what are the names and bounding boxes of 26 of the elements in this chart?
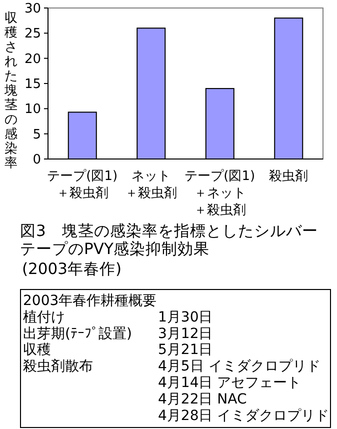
text: 4月5日 イミダクロプリド xyxy=(158,358,320,375)
text: 殺虫剤散布 xyxy=(23,358,93,375)
text: 図3 塊茎の感染率を指標としたシルバーテープのPVY感染抑制効果 xyxy=(20,222,319,258)
y-tick-label: 30 xyxy=(24,2,41,16)
x-tick-label: テープ(図1)＋ネット＋殺虫剤 xyxy=(184,169,256,218)
text: 3月12日 xyxy=(158,326,213,342)
text: 2003年春作耕種概要 xyxy=(23,293,157,309)
y-tick-label: 5 xyxy=(32,127,41,142)
text: 4月28日 イミダクロプリド xyxy=(158,408,330,424)
y-tick-label: 0 xyxy=(32,152,41,168)
text: 収穫 xyxy=(23,342,51,358)
x-tick-label: 殺虫剤 xyxy=(269,169,308,184)
y-tick-label: 20 xyxy=(24,52,41,67)
text: 出芽期(ﾃｰﾌﾟ設置) xyxy=(23,326,132,342)
x-tick-label: ネット＋殺虫剤 xyxy=(125,169,178,201)
y-tick-label: 25 xyxy=(24,26,41,42)
text: 4月14日 アセフェート xyxy=(158,375,302,391)
y-tick-label: 10 xyxy=(24,102,41,118)
text: 5月21日 xyxy=(158,342,213,358)
y-tick-label: 15 xyxy=(24,77,41,92)
text: 植付け xyxy=(23,309,65,326)
x-tick-label: テープ(図1)＋殺虫剤 xyxy=(47,169,118,201)
text: 収穫された塊茎の感染率 xyxy=(4,11,18,171)
text: (2003年春作) xyxy=(22,260,122,278)
text: 4月22日 NAC xyxy=(158,391,247,408)
text: 1月30日 xyxy=(158,309,213,326)
